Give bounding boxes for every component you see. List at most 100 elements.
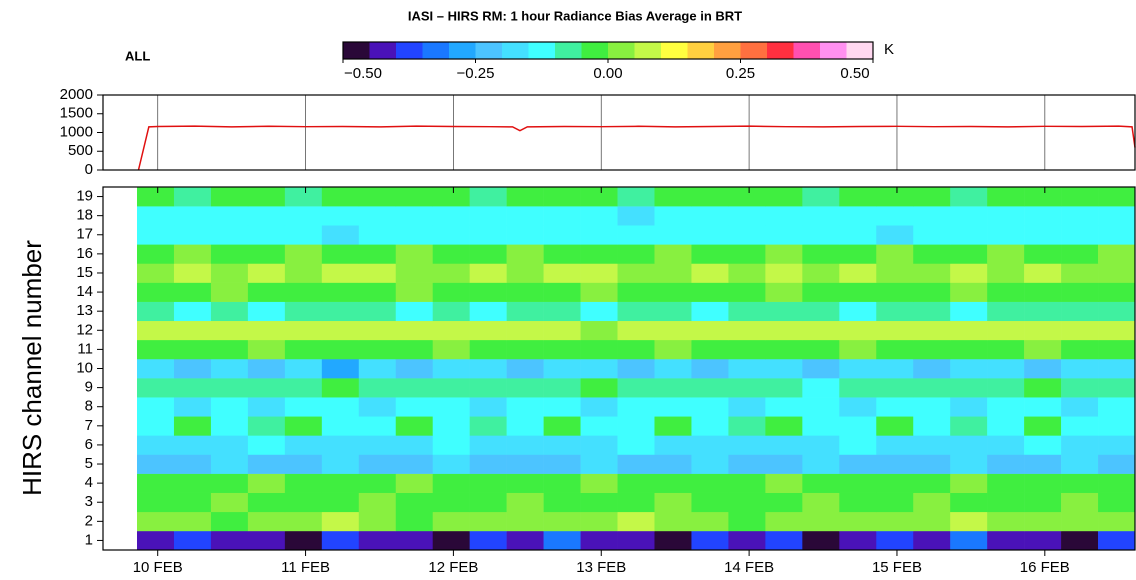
heatmap-cell (1098, 473, 1136, 493)
heatmap-cell (691, 244, 729, 264)
heatmap-cell (210, 473, 249, 493)
heatmap-cell (802, 473, 840, 493)
heatmap-cell (247, 378, 286, 398)
heatmap-cell (691, 282, 729, 302)
heatmap-cell (173, 339, 212, 360)
heatmap-cell (284, 511, 323, 532)
heatmap-cell (913, 530, 951, 551)
heatmap-cell (987, 320, 1025, 341)
heatmap-cell (543, 320, 581, 341)
heatmap-cell (173, 244, 212, 264)
heatmap-cell (358, 511, 397, 532)
heatmap-cell (913, 206, 951, 226)
heatmap-cell (284, 435, 323, 455)
heatmap-cell (506, 511, 544, 532)
heatmap-cell (247, 397, 286, 417)
y-tick-label: 8 (85, 398, 93, 415)
heatmap-cell (987, 473, 1025, 493)
heatmap-cell (617, 492, 655, 513)
heatmap-cell (137, 301, 175, 322)
heatmap-cell (728, 435, 766, 455)
heatmap-cell (137, 282, 175, 302)
heatmap-cell (765, 530, 803, 551)
heatmap-cell (321, 187, 360, 207)
heatmap-cell (1061, 358, 1099, 379)
heatmap-cell (469, 263, 507, 283)
heatmap-cell (358, 263, 397, 283)
heatmap-cell (913, 282, 951, 302)
heatmap-cell (802, 282, 840, 302)
heatmap-cell (543, 397, 581, 417)
heatmap-cell (395, 282, 434, 302)
colorbar-tick-label: 0.50 (840, 65, 869, 82)
heatmap-cell (358, 244, 397, 264)
heatmap-cell (543, 225, 581, 245)
heatmap-cell (432, 320, 470, 341)
heatmap-cell (987, 530, 1025, 551)
heatmap-cell (1098, 358, 1136, 379)
subtitle: ALL (125, 48, 150, 63)
heatmap-cell (284, 320, 323, 341)
heatmap-cell (728, 187, 766, 207)
heatmap-cell (617, 416, 655, 436)
heatmap-cell (617, 263, 655, 283)
colorbar-cell (634, 42, 662, 59)
heatmap-cell (728, 397, 766, 417)
heatmap-cell (654, 530, 692, 551)
heatmap-cell (654, 473, 692, 493)
heatmap-cell (395, 225, 434, 245)
heatmap-cell (913, 454, 951, 474)
heatmap-cell (691, 530, 729, 551)
heatmap-cell (284, 244, 323, 264)
heatmap-cell (950, 206, 988, 226)
heatmap-cell (247, 301, 286, 322)
heatmap-cell (691, 473, 729, 493)
heatmap-cell (1061, 397, 1099, 417)
heatmap-cell (210, 320, 249, 341)
heatmap-cell (580, 244, 618, 264)
heatmap-cell (913, 187, 951, 207)
heatmap-cell (247, 358, 286, 379)
heatmap-cell (950, 282, 988, 302)
heatmap-cell (358, 435, 397, 455)
heatmap-cell (765, 225, 803, 245)
heatmap-cell (284, 339, 323, 360)
heatmap-cell (469, 378, 507, 398)
heatmap-cell (395, 358, 434, 379)
heatmap-cell (580, 358, 618, 379)
heatmap-cell (654, 435, 692, 455)
heatmap-cell (321, 378, 360, 398)
heatmap-cell (765, 187, 803, 207)
heatmap-cell (580, 511, 618, 532)
heatmap-cell (913, 225, 951, 245)
heatmap-cell (802, 530, 840, 551)
heatmap-cell (691, 416, 729, 436)
heatmap-cell (691, 206, 729, 226)
heatmap-cell (395, 339, 434, 360)
heatmap-cell (210, 378, 249, 398)
heatmap-cell (839, 187, 877, 207)
heatmap-cell (802, 339, 840, 360)
y-tick-label: 17 (76, 226, 93, 243)
heatmap-cell (395, 206, 434, 226)
heatmap-cell (432, 435, 470, 455)
heatmap-cell (728, 530, 766, 551)
heatmap-cell (1061, 225, 1099, 245)
heatmap-cell (617, 397, 655, 417)
y-tick-label: 1 (85, 531, 93, 548)
heatmap-cell (580, 320, 618, 341)
y-tick-label: 6 (85, 436, 93, 453)
heatmap-cell (432, 511, 470, 532)
heatmap-cell (358, 473, 397, 493)
heatmap-cell (1098, 339, 1136, 360)
heatmap-cell (358, 454, 397, 474)
heatmap-cell (950, 225, 988, 245)
heatmap-cell (691, 187, 729, 207)
y-tick-label: 13 (76, 302, 93, 319)
heatmap-cell (1061, 244, 1099, 264)
heatmap-cell (876, 301, 914, 322)
heatmap-cell (395, 473, 434, 493)
heatmap-cell (137, 339, 175, 360)
heatmap-cell (617, 473, 655, 493)
heatmap-cell (506, 339, 544, 360)
